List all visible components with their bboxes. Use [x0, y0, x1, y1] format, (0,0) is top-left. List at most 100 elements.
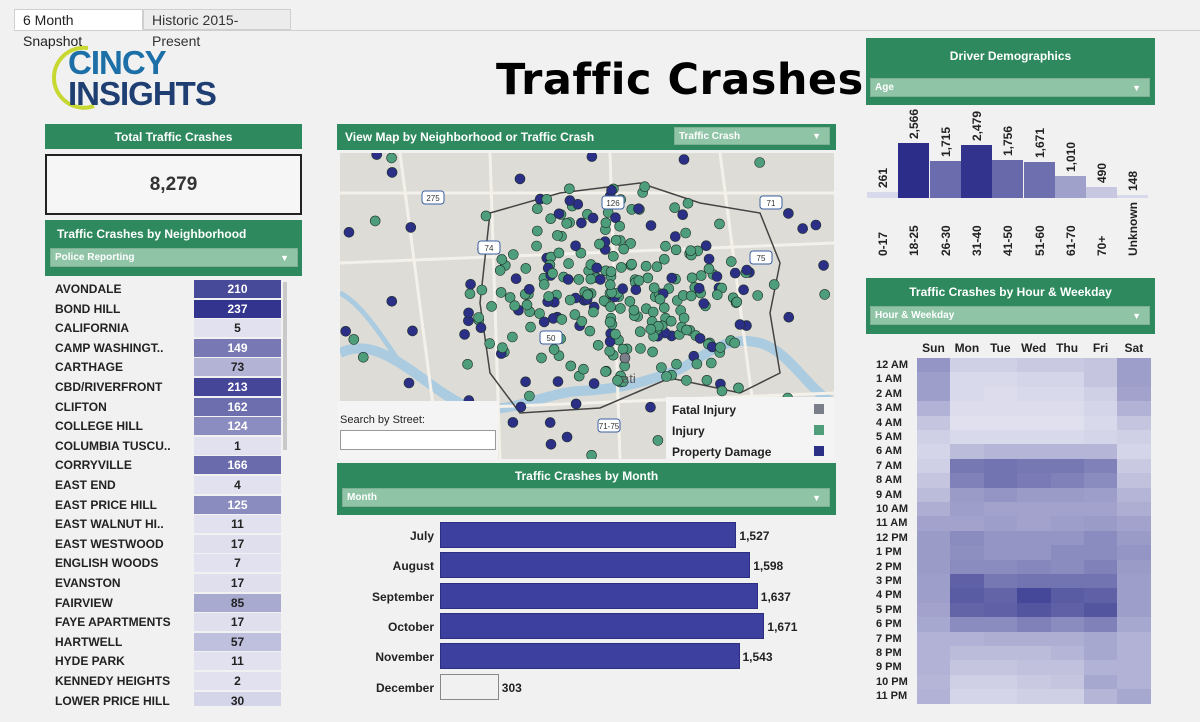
crash-point[interactable] [669, 202, 681, 214]
crash-point[interactable] [607, 251, 619, 262]
heatmap-cell[interactable] [917, 574, 951, 589]
heatmap-cell[interactable] [917, 689, 951, 704]
crash-point[interactable] [645, 324, 657, 335]
crash-point[interactable] [615, 303, 626, 314]
heatmap-cell[interactable] [917, 631, 951, 646]
heatmap-cell[interactable] [1017, 516, 1051, 531]
heatmap-cell[interactable] [950, 430, 984, 445]
heatmap-cell[interactable] [1017, 646, 1051, 661]
heatmap-dropdown[interactable]: Hour & Weekday ▼ [870, 306, 1150, 325]
heatmap-cell[interactable] [917, 617, 951, 632]
heatmap-cell[interactable] [1084, 545, 1118, 560]
crash-point[interactable] [678, 154, 690, 165]
crash-point[interactable] [459, 329, 470, 340]
crash-point[interactable] [464, 288, 476, 299]
crash-point[interactable] [605, 266, 617, 277]
heatmap-cell[interactable] [1084, 358, 1118, 373]
crash-point[interactable] [711, 289, 723, 301]
search-street-input[interactable] [340, 430, 496, 450]
crash-point[interactable] [752, 290, 764, 301]
crash-point[interactable] [647, 306, 659, 318]
crash-point[interactable] [515, 401, 527, 413]
crash-point[interactable] [562, 274, 574, 285]
heatmap-cell[interactable] [1017, 602, 1051, 618]
heatmap-cell[interactable] [1084, 458, 1118, 474]
age-bar[interactable] [960, 144, 992, 198]
crash-point[interactable] [738, 284, 749, 296]
crash-point[interactable] [658, 254, 670, 265]
crash-point[interactable] [510, 273, 522, 284]
crash-point[interactable] [576, 316, 588, 327]
heatmap-cell[interactable] [950, 602, 984, 618]
crash-point[interactable] [538, 279, 550, 290]
heatmap-cell[interactable] [1117, 574, 1151, 589]
crash-point[interactable] [701, 375, 713, 386]
crash-point[interactable] [486, 301, 497, 312]
heatmap-cell[interactable] [950, 458, 984, 474]
crash-point[interactable] [626, 258, 638, 270]
crash-point[interactable] [495, 287, 507, 298]
heatmap-cell[interactable] [950, 660, 984, 675]
crash-point[interactable] [666, 272, 678, 284]
heatmap-cell[interactable] [917, 430, 951, 445]
crash-point[interactable] [348, 334, 360, 345]
heatmap-cell[interactable] [1050, 401, 1084, 416]
neighborhood-row[interactable]: COLUMBIA TUSCU.. 1 [55, 436, 282, 455]
heatmap-cell[interactable] [1050, 631, 1084, 646]
crash-point[interactable] [476, 284, 488, 296]
neighborhood-row[interactable]: EAST WESTWOOD 17 [55, 534, 282, 553]
heatmap-cell[interactable] [1084, 502, 1118, 517]
neighborhood-list[interactable]: AVONDALE 210 BOND HILL 237 CALIFORNIA 5 CAMP W… [45, 276, 302, 706]
month-bar[interactable] [440, 582, 758, 609]
neighborhood-row[interactable]: EAST END 4 [55, 476, 282, 494]
heatmap-cell[interactable] [1017, 430, 1051, 445]
neighborhood-row[interactable]: EVANSTON 17 [55, 574, 282, 592]
crash-point[interactable] [604, 345, 616, 357]
crash-point[interactable] [669, 231, 681, 242]
heatmap-cell[interactable] [1050, 574, 1084, 589]
heatmap-cell[interactable] [983, 674, 1018, 690]
crash-point[interactable] [564, 294, 576, 306]
heatmap-cell[interactable] [1084, 559, 1118, 574]
crash-point[interactable] [681, 375, 692, 386]
crash-point[interactable] [570, 240, 581, 252]
heatmap-cell[interactable] [1117, 646, 1151, 661]
crash-point[interactable] [524, 284, 535, 295]
tab-6-month-snapshot[interactable]: 6 Month Snapshot [14, 9, 143, 49]
heatmap-cell[interactable] [1050, 545, 1084, 560]
crash-point[interactable] [507, 417, 519, 428]
crash-point[interactable] [604, 316, 616, 328]
crash-point[interactable] [610, 235, 622, 246]
crash-point[interactable] [634, 326, 646, 337]
heatmap-cell[interactable] [1050, 358, 1084, 373]
crash-point[interactable] [538, 316, 550, 328]
heatmap-cell[interactable] [950, 444, 984, 459]
crash-point[interactable] [525, 321, 536, 333]
crash-point[interactable] [520, 376, 531, 388]
crash-point[interactable] [462, 359, 473, 370]
crash-point[interactable] [524, 390, 535, 402]
heatmap-cell[interactable] [1017, 530, 1051, 546]
crash-point[interactable] [619, 352, 631, 364]
heatmap-cell[interactable] [950, 559, 984, 574]
month-bar[interactable] [440, 552, 751, 579]
crash-point[interactable] [514, 173, 526, 185]
crash-point[interactable] [645, 401, 656, 413]
heatmap-cell[interactable] [1084, 674, 1118, 690]
crash-point[interactable] [563, 258, 574, 269]
crash-point[interactable] [703, 253, 715, 265]
heatmap-cell[interactable] [1117, 530, 1151, 546]
heatmap-cell[interactable] [983, 602, 1018, 618]
crash-point[interactable] [615, 262, 627, 273]
heatmap-cell[interactable] [983, 386, 1018, 402]
crash-point[interactable] [532, 225, 543, 237]
crash-point[interactable] [661, 371, 672, 382]
heatmap-cell[interactable] [917, 516, 951, 531]
neighborhood-row[interactable]: COLLEGE HILL 124 [55, 417, 282, 436]
heatmap-cell[interactable] [950, 415, 984, 430]
crash-point[interactable] [544, 417, 556, 428]
crash-point[interactable] [685, 245, 697, 256]
heatmap-cell[interactable] [1017, 617, 1051, 632]
crash-point[interactable] [729, 337, 741, 349]
crash-point[interactable] [565, 360, 577, 372]
